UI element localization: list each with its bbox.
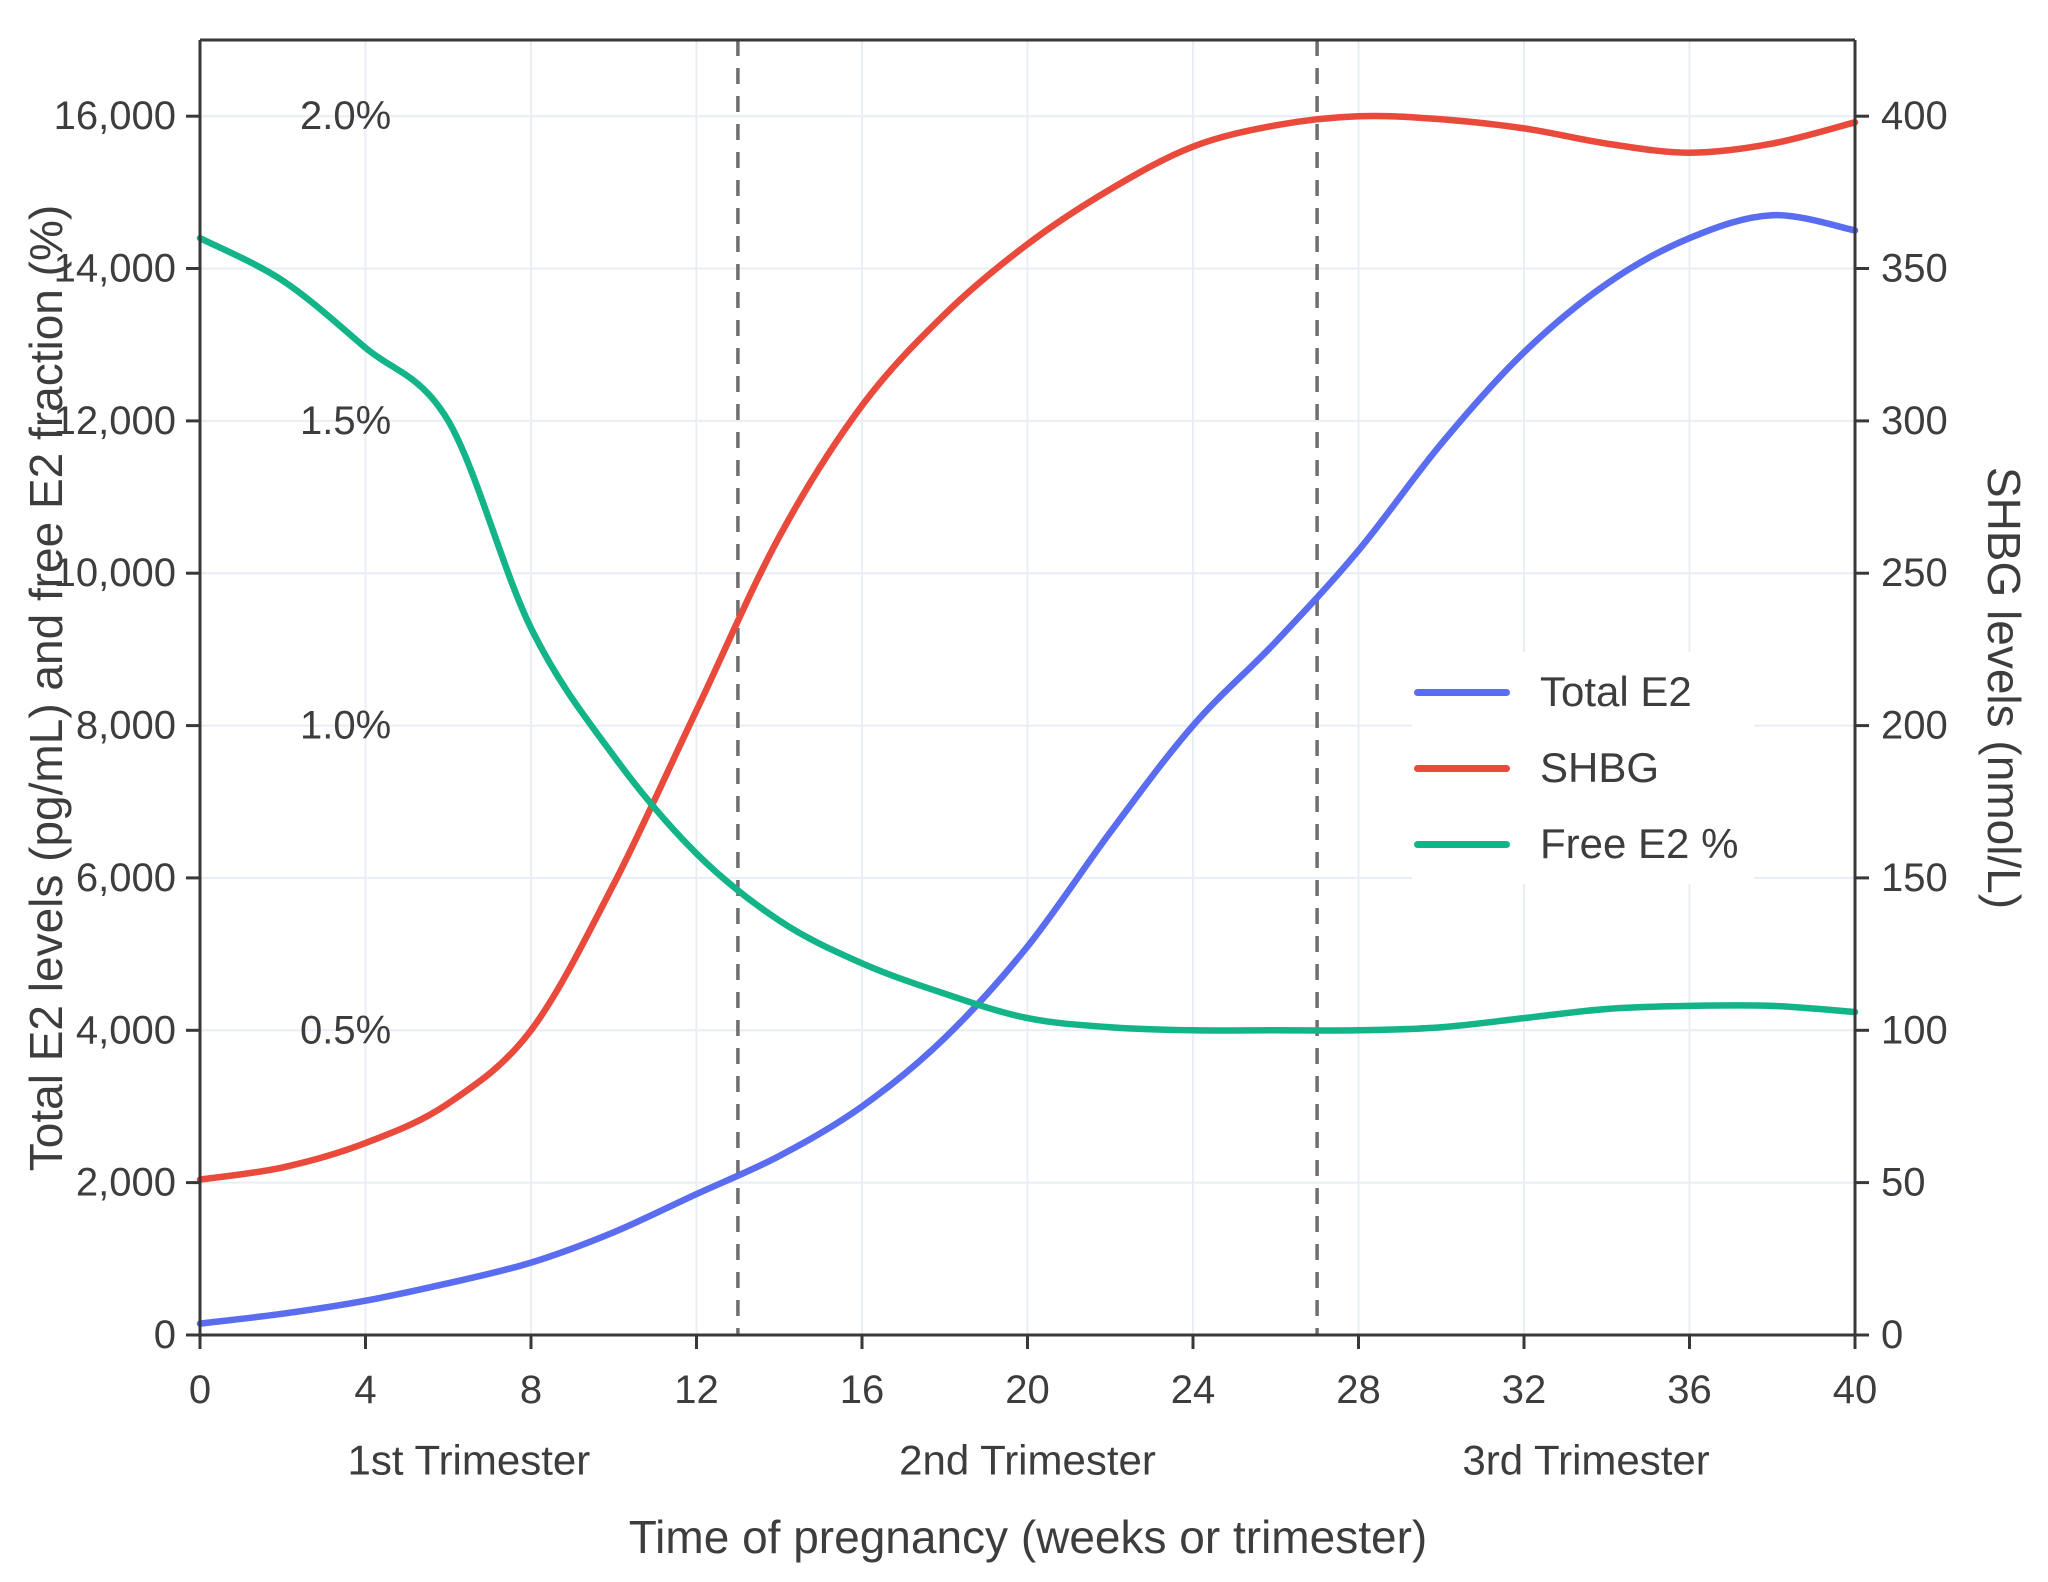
right-axis-tick-label: 300 [1881, 399, 1948, 443]
legend-label-total-e2: Total E2 [1540, 668, 1692, 715]
legend-label-shbg: SHBG [1540, 744, 1660, 791]
right-axis-tick-label: 200 [1881, 704, 1948, 748]
free-e2-percent-scale-label: 1.5% [300, 399, 391, 443]
legend-item-free-e2-percent: Free E2 % [1414, 806, 1738, 882]
left-axis-tick-label: 6,000 [76, 856, 176, 900]
left-axis-tick-label: 12,000 [54, 399, 176, 443]
right-axis-tick-label: 400 [1881, 94, 1948, 138]
free-e2-percent-scale-label: 2.0% [300, 94, 391, 138]
left-axis-tick-label: 4,000 [76, 1008, 176, 1052]
legend-swatch-free-e2-line [1414, 840, 1510, 848]
right-axis-tick-label: 50 [1881, 1161, 1926, 1205]
legend-swatch-total-e2-line [1414, 688, 1510, 696]
left-axis-tick-label: 2,000 [76, 1161, 176, 1205]
x-axis-tick-label: 4 [354, 1368, 376, 1412]
legend: Total E2 SHBG Free E2 % [1412, 652, 1755, 884]
right-axis-tick-label: 0 [1881, 1313, 1903, 1357]
right-axis-tick-label: 350 [1881, 247, 1948, 291]
legend-item-total-e2: Total E2 [1414, 654, 1738, 730]
x-axis-tick-label: 32 [1502, 1368, 1547, 1412]
x-axis-tick-label: 12 [674, 1368, 719, 1412]
x-axis-title: Time of pregnancy (weeks or trimester) [629, 1511, 1427, 1563]
x-axis-tick-label: 36 [1667, 1368, 1712, 1412]
left-axis-tick-label: 16,000 [54, 94, 176, 138]
left-axis-tick-label: 10,000 [54, 551, 176, 595]
trimester-label: 1st Trimester [348, 1437, 591, 1484]
plot-generated-layer: 0 2,000 4,000 6,000 8,000 10,000 12,000 14,000 1… [54, 38, 1948, 1484]
right-axis-tick-label: 150 [1881, 856, 1948, 900]
right-axis-tick-label: 100 [1881, 1008, 1948, 1052]
x-axis-tick-label: 16 [840, 1368, 885, 1412]
trimester-label: 3rd Trimester [1462, 1437, 1709, 1484]
x-axis-tick-label: 40 [1833, 1368, 1878, 1412]
free-e2-percent-scale-label: 1.0% [300, 704, 391, 748]
right-axis-tick-label: 250 [1881, 551, 1948, 595]
left-axis-title: Total E2 levels (pg/mL) and free E2 frac… [20, 205, 72, 1171]
trimester-label: 2nd Trimester [899, 1437, 1156, 1484]
legend-label-free-e2-percent: Free E2 % [1540, 820, 1739, 867]
x-axis-tick-label: 24 [1171, 1368, 1216, 1412]
x-axis-tick-label: 8 [520, 1368, 542, 1412]
series-line-free-e2- [196, 234, 1859, 1034]
left-axis-tick-label: 0 [154, 1313, 176, 1357]
legend-swatch-shbg-line [1414, 764, 1510, 772]
x-axis-tick-label: 20 [1005, 1368, 1050, 1412]
right-axis-title: SHBG levels (nmol/L) [1978, 467, 2030, 909]
series-line-total-e2 [196, 211, 1859, 1327]
left-axis-tick-label: 8,000 [76, 704, 176, 748]
free-e2-percent-scale-label: 0.5% [300, 1008, 391, 1052]
series-line-shbg [196, 112, 1859, 1183]
x-axis-tick-label: 28 [1336, 1368, 1381, 1412]
left-axis-tick-label: 14,000 [54, 247, 176, 291]
legend-item-shbg: SHBG [1414, 730, 1738, 806]
x-axis-tick-label: 0 [189, 1368, 211, 1412]
